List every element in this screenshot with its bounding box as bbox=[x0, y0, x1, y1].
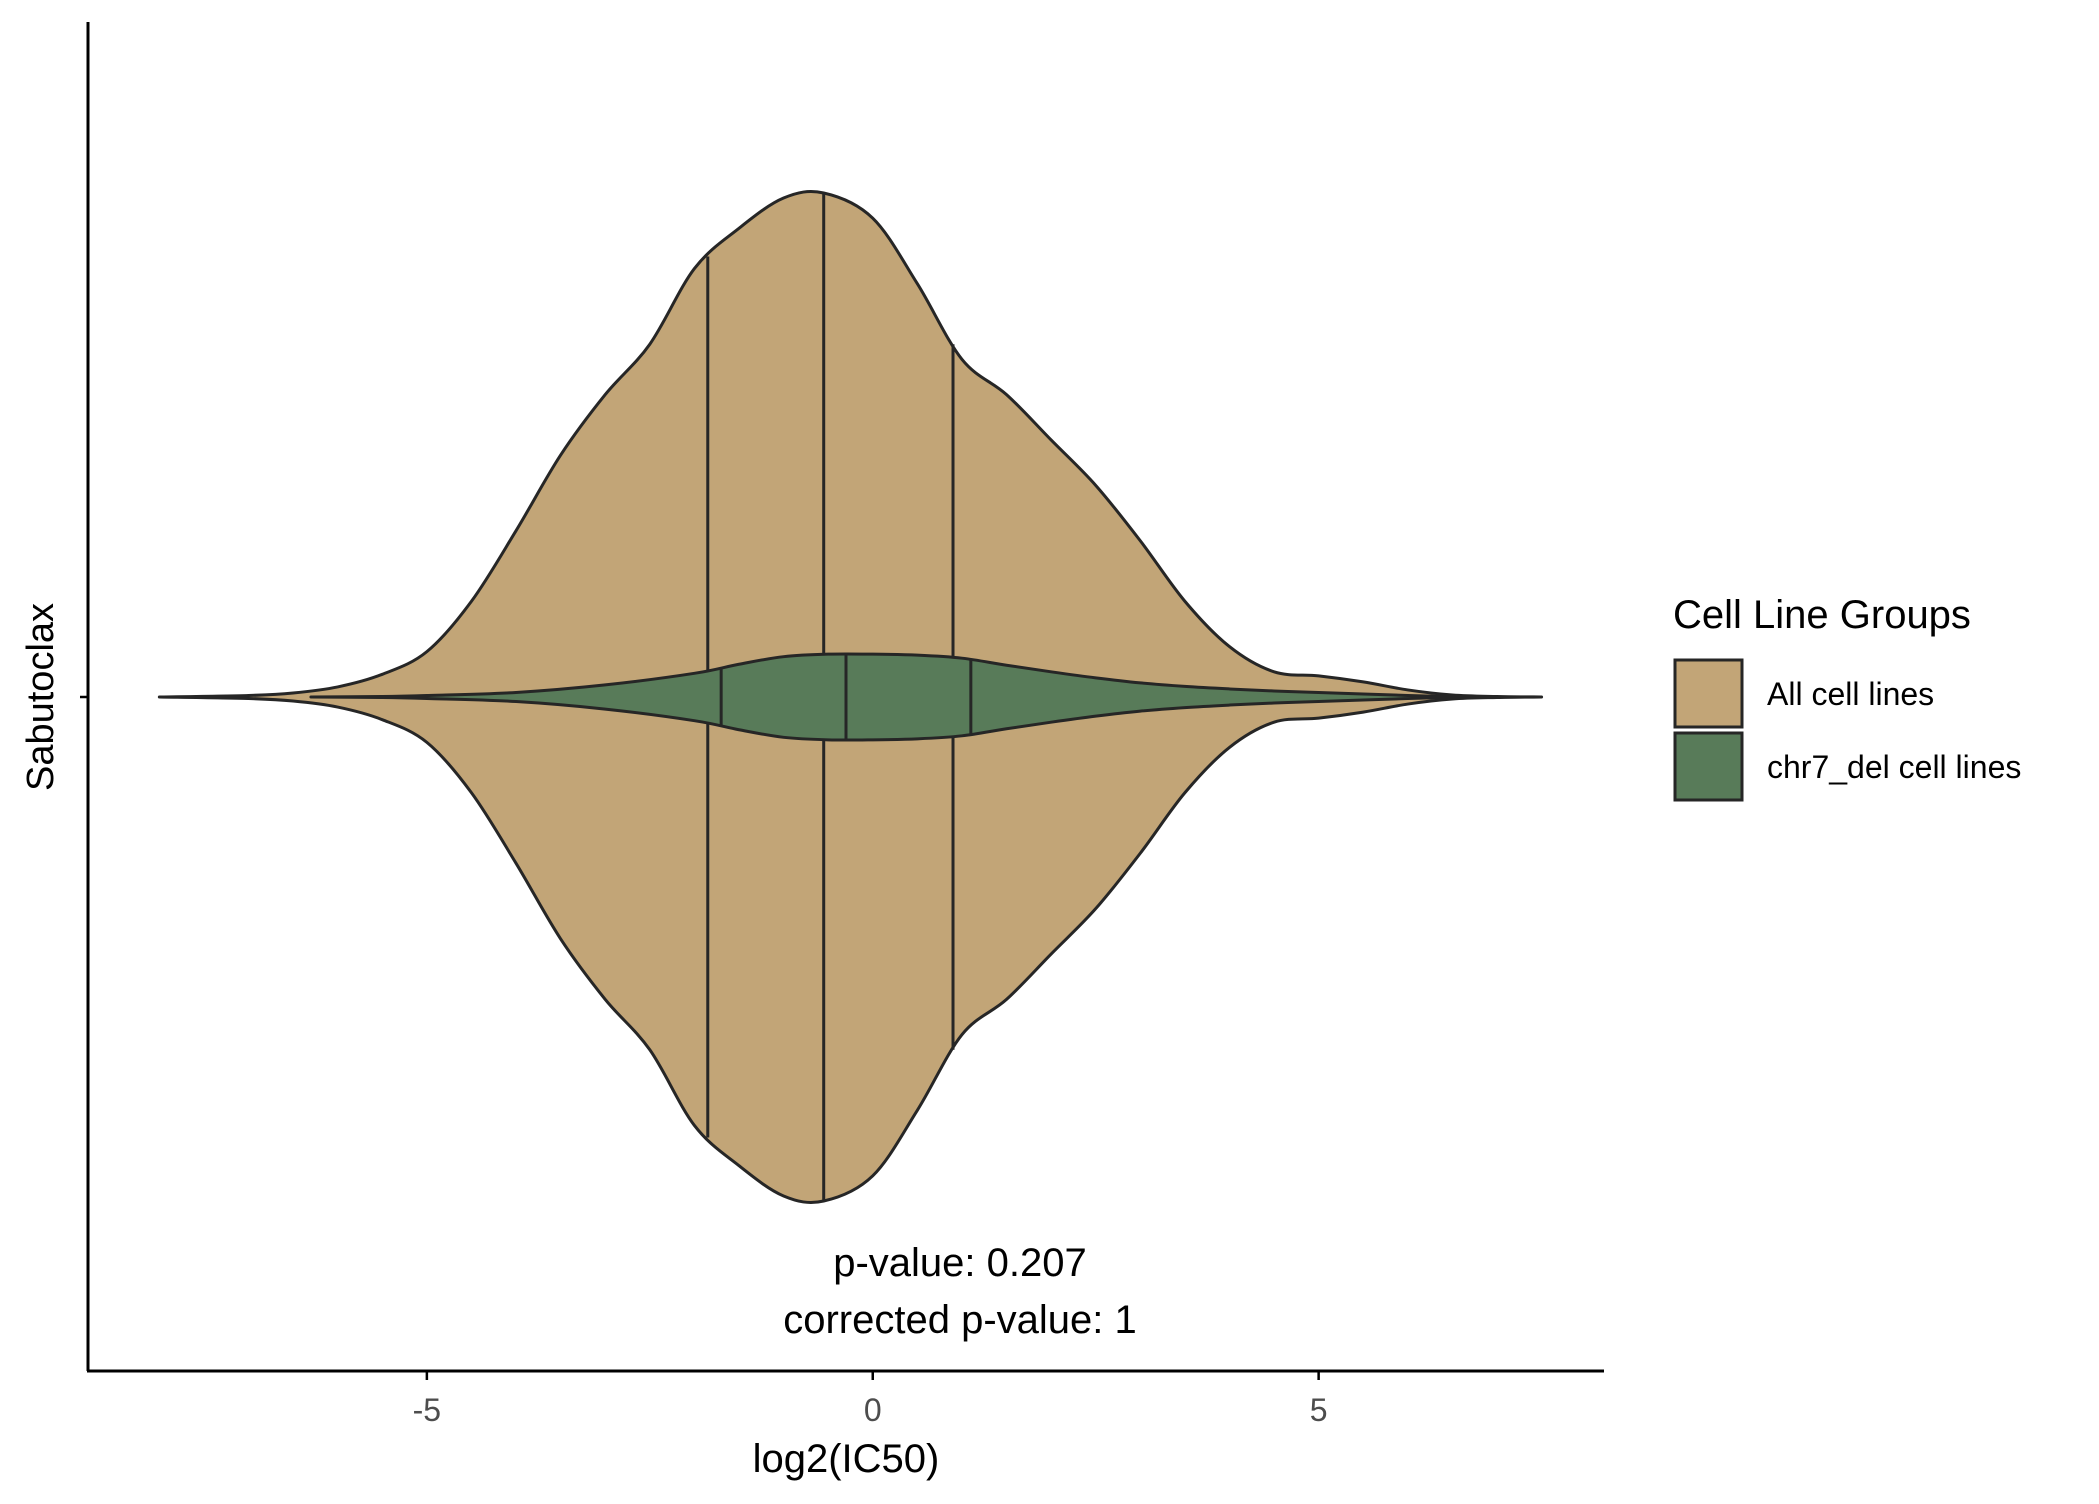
legend-swatch-chr7-del-cell-lines bbox=[1673, 731, 1744, 802]
legend-label-all-cell-lines: All cell lines bbox=[1767, 676, 1934, 712]
violin-chr7-del-cell-lines bbox=[309, 652, 1499, 742]
x-tick-label: -5 bbox=[413, 1392, 441, 1428]
legend: Cell Line Groups All cell lines chr7_del… bbox=[1673, 593, 2021, 802]
legend-title: Cell Line Groups bbox=[1673, 593, 1971, 637]
x-axis-label: log2(IC50) bbox=[753, 1437, 940, 1481]
x-ticks: -5 0 5 bbox=[413, 1371, 1328, 1428]
legend-swatch-all-cell-lines bbox=[1673, 658, 1744, 729]
x-tick-label: 0 bbox=[864, 1392, 882, 1428]
corrected-p-value-annotation: corrected p-value: 1 bbox=[783, 1298, 1137, 1342]
p-value-annotation: p-value: 0.207 bbox=[833, 1241, 1087, 1285]
violin-body-chr7-del-cell-lines bbox=[309, 652, 1499, 742]
x-tick-label: 5 bbox=[1310, 1392, 1328, 1428]
legend-label-chr7-del-cell-lines: chr7_del cell lines bbox=[1767, 749, 2021, 785]
y-category-label: Sabutoclax bbox=[20, 603, 62, 791]
